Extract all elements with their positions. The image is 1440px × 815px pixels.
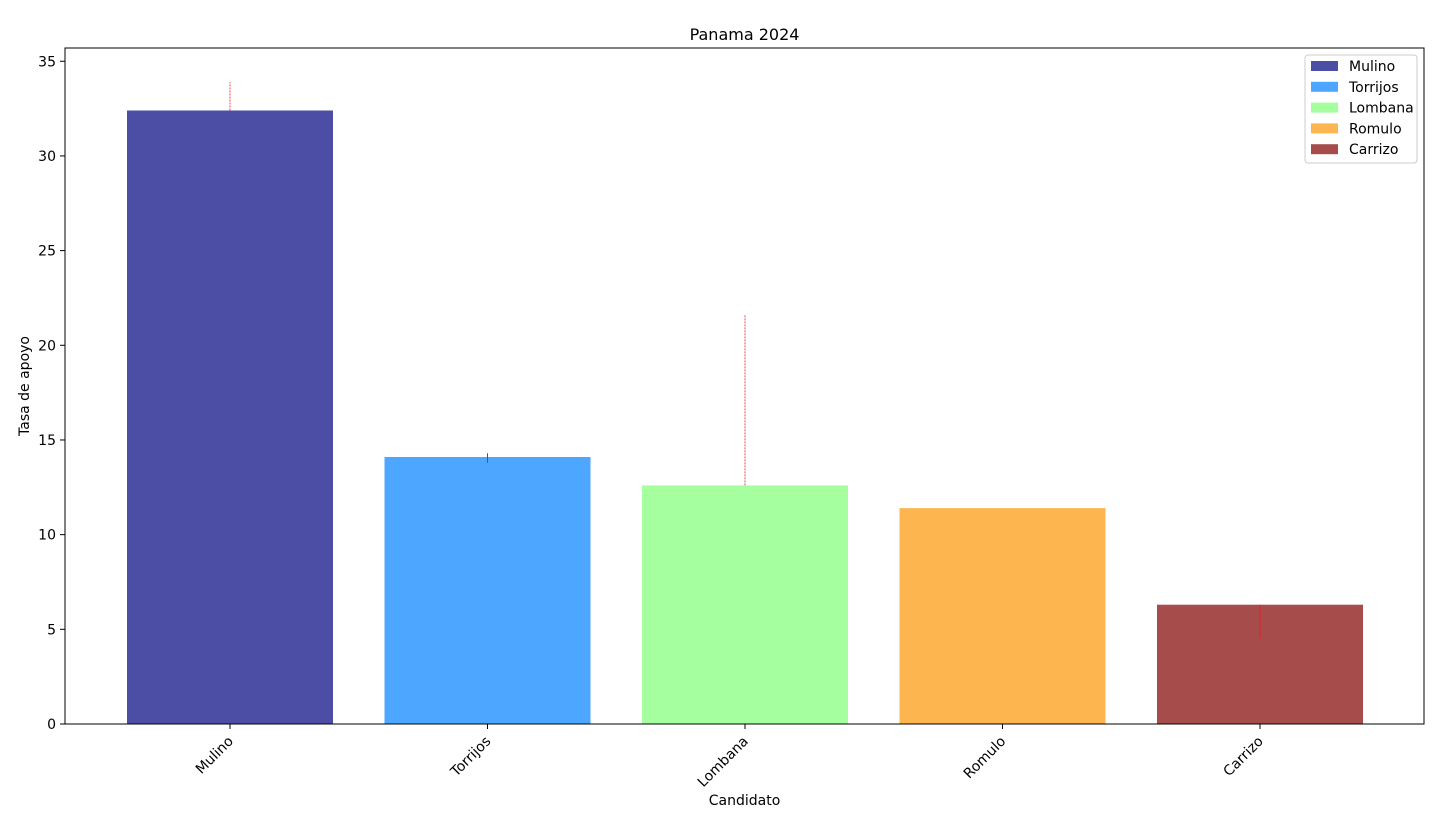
y-tick-label: 25 bbox=[38, 244, 56, 260]
error-bars-layer bbox=[229, 82, 1261, 639]
x-tick-label-lombana: Lombana bbox=[695, 734, 752, 791]
legend-label-carrizo: Carrizo bbox=[1349, 142, 1398, 158]
y-tick-label: 30 bbox=[38, 149, 56, 165]
legend: Mulino Torrijos Lombana Romulo Carrizo bbox=[1304, 54, 1418, 164]
legend-label-torrijos: Torrijos bbox=[1348, 80, 1399, 96]
legend-swatch-romulo bbox=[1311, 123, 1338, 134]
legend-label-lombana: Lombana bbox=[1349, 101, 1414, 117]
legend-label-romulo: Romulo bbox=[1349, 121, 1402, 137]
y-axis-title: Tasa de apoyo bbox=[17, 336, 33, 437]
bar-lombana bbox=[642, 485, 848, 724]
y-axis: 0 5 10 15 20 25 30 35 bbox=[38, 54, 65, 733]
x-tick-label-torrijos: Torrijos bbox=[447, 734, 494, 781]
y-tick-label: 35 bbox=[38, 54, 56, 70]
x-tick-label-mulino: Mulino bbox=[193, 734, 237, 778]
x-axis-title: Candidato bbox=[709, 793, 781, 809]
bar-mulino bbox=[127, 110, 333, 724]
legend-swatch-mulino bbox=[1311, 61, 1338, 71]
y-tick-label: 5 bbox=[47, 622, 56, 638]
x-tick-label-carrizo: Carrizo bbox=[1221, 734, 1267, 780]
legend-label-mulino: Mulino bbox=[1349, 59, 1395, 75]
bar-romulo bbox=[899, 508, 1106, 724]
x-tick-label-romulo: Romulo bbox=[961, 734, 1010, 783]
y-tick-label: 10 bbox=[38, 528, 56, 544]
y-tick-label: 0 bbox=[47, 717, 56, 733]
legend-swatch-carrizo bbox=[1311, 144, 1338, 155]
x-axis: Mulino Torrijos Lombana Romulo Carrizo bbox=[193, 724, 1267, 791]
y-tick-label: 15 bbox=[38, 433, 56, 449]
chart-title: Panama 2024 bbox=[690, 25, 800, 44]
legend-swatch-lombana bbox=[1311, 102, 1338, 113]
legend-swatch-torrijos bbox=[1311, 81, 1338, 92]
y-tick-label: 20 bbox=[38, 338, 56, 354]
bars-layer bbox=[127, 110, 1363, 724]
bar-torrijos bbox=[384, 457, 591, 724]
